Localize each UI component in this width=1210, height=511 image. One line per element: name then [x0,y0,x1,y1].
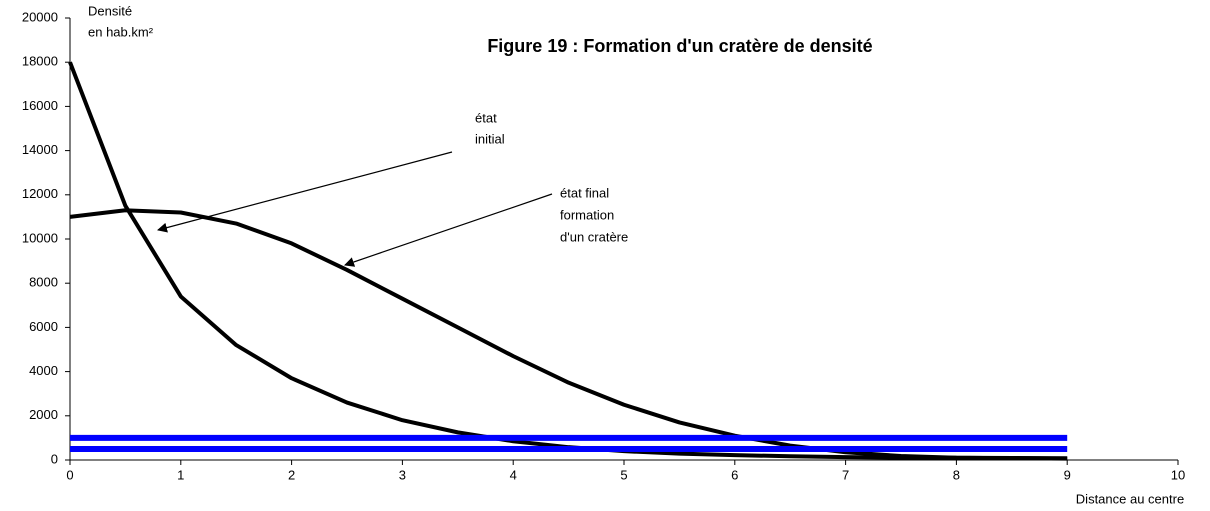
series-line [69,208,1068,461]
arrow [344,193,553,267]
y-tick-label: 14000 [22,142,58,157]
annotation: initial [475,131,505,146]
y-tick-label: 10000 [22,230,58,245]
y-axis-label: en hab.km² [88,24,154,39]
x-tick-label: 1 [177,467,184,482]
y-tick-label: 2000 [29,407,58,422]
annotation: état final [560,185,609,200]
x-tick-label: 0 [66,467,73,482]
y-tick-label: 4000 [29,363,58,378]
y-tick-label: 20000 [22,9,58,24]
x-tick-label: 8 [953,467,960,482]
y-tick-label: 6000 [29,319,58,334]
y-tick-label: 12000 [22,186,58,201]
x-tick-label: 4 [510,467,517,482]
annotation: formation [560,207,614,222]
y-tick-label: 8000 [29,275,58,290]
x-tick-label: 7 [842,467,849,482]
x-tick-label: 10 [1171,467,1185,482]
chart-title: Figure 19 : Formation d'un cratère de de… [487,36,872,56]
x-tick-label: 3 [399,467,406,482]
x-tick-label: 9 [1064,467,1071,482]
y-axis-label: Densité [88,3,132,18]
annotation: état [475,110,497,125]
x-tick-label: 5 [620,467,627,482]
y-tick-label: 0 [51,451,58,466]
x-tick-label: 2 [288,467,295,482]
x-tick-label: 6 [731,467,738,482]
x-axis-label: Distance au centre [1076,491,1184,506]
y-tick-label: 18000 [22,54,58,69]
y-tick-label: 16000 [22,98,58,113]
series-line [68,61,1068,461]
annotation: d'un cratère [560,229,628,244]
